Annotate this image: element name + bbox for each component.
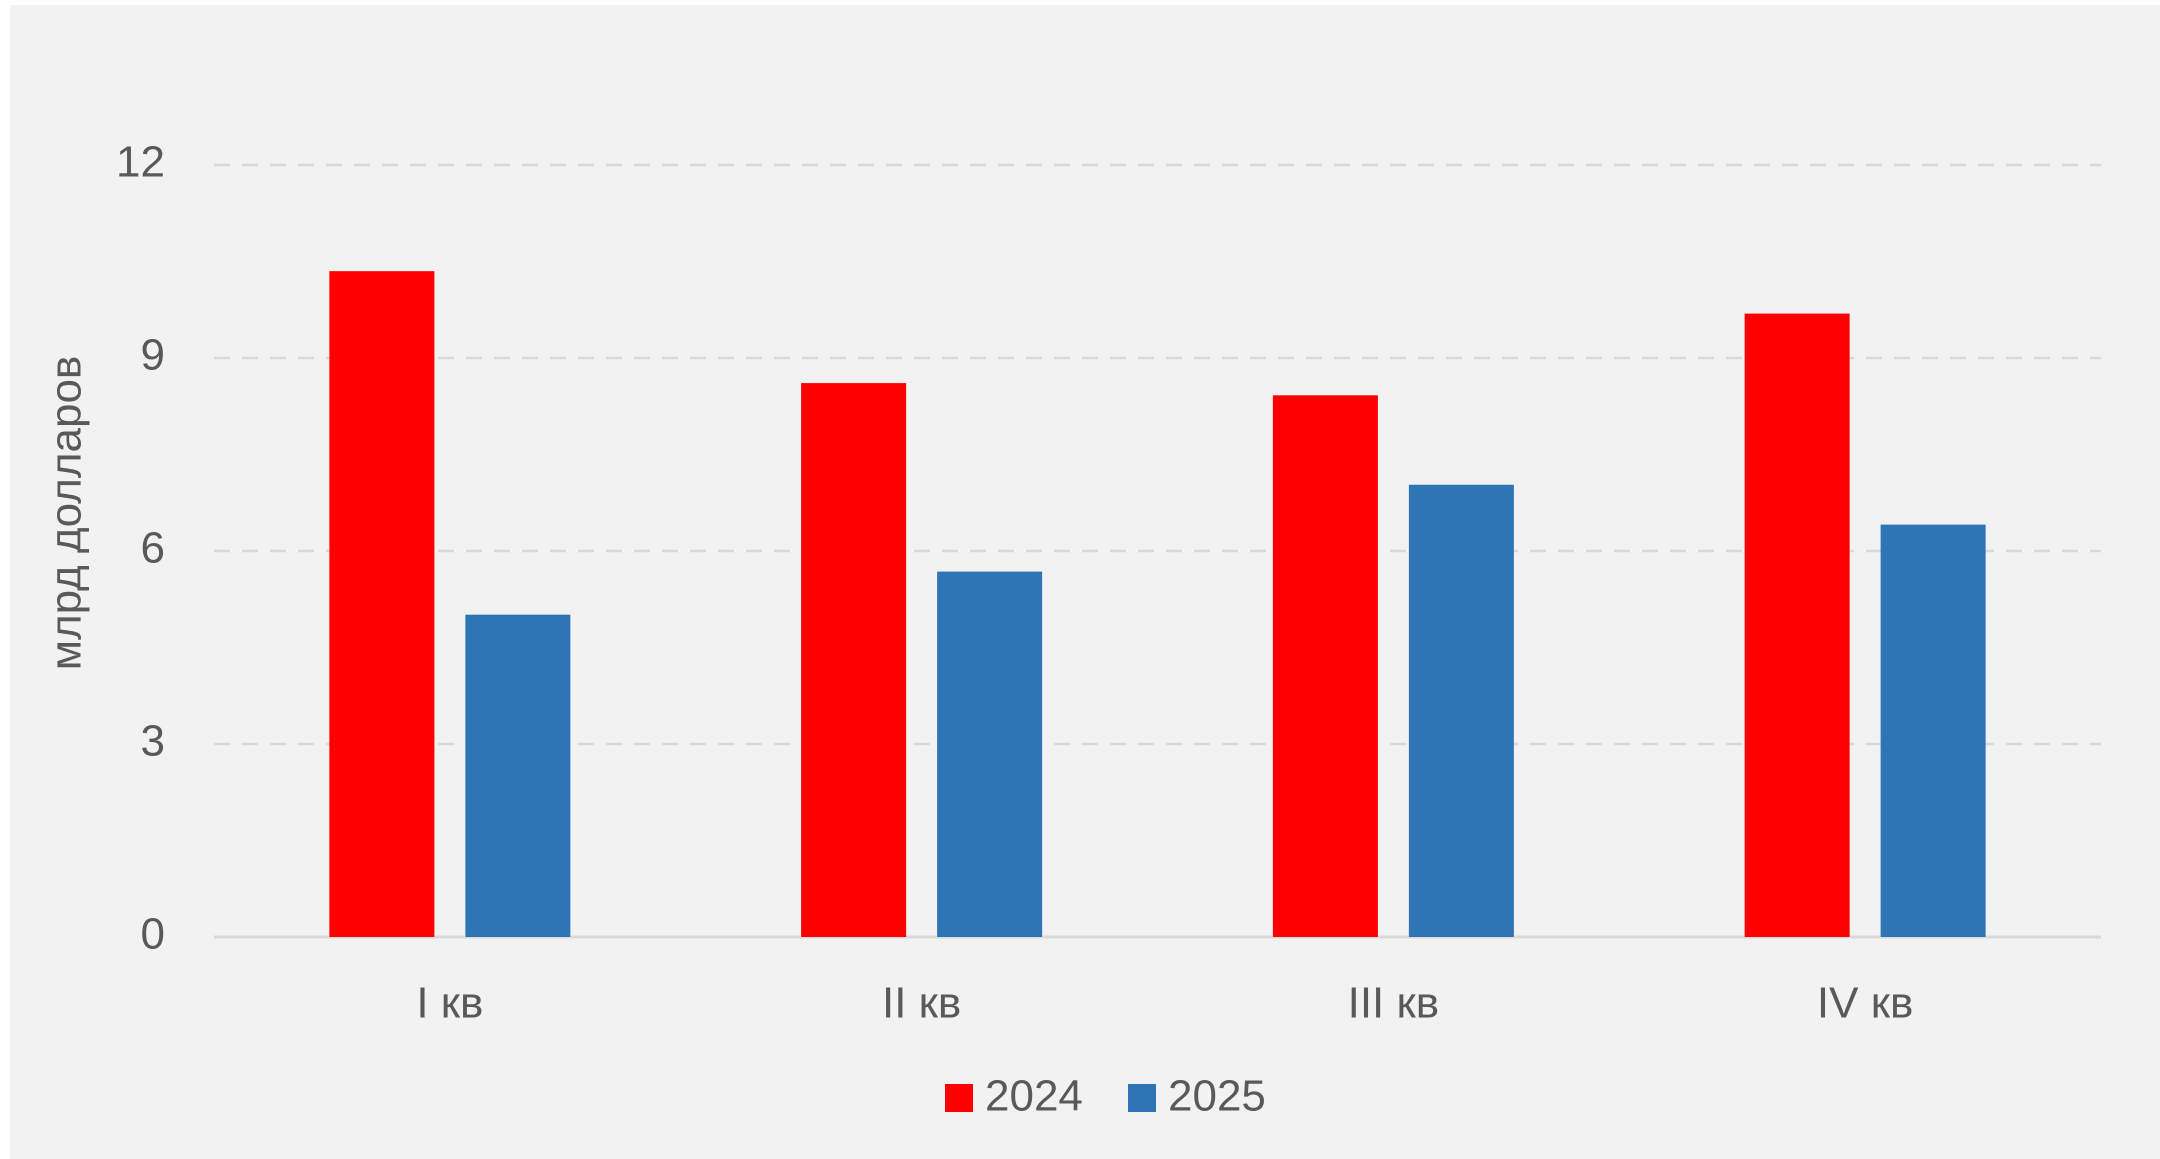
- y-tick-label: 9: [141, 331, 165, 380]
- x-tick-label: IV кв: [1817, 979, 1913, 1028]
- y-tick-label: 12: [116, 138, 165, 187]
- legend-swatch: [945, 1084, 973, 1112]
- bar: [465, 614, 571, 937]
- bar: [1880, 524, 1986, 937]
- legend-swatch: [1128, 1084, 1156, 1112]
- bar: [1744, 313, 1850, 937]
- y-axis-label: млрд долларов: [42, 356, 91, 671]
- y-tick-label: 0: [141, 910, 165, 959]
- bar: [329, 271, 435, 937]
- bar: [1272, 395, 1378, 937]
- legend-label: 2024: [985, 1072, 1083, 1121]
- bar: [937, 571, 1043, 937]
- bar: [801, 383, 907, 938]
- x-tick-label: I кв: [416, 979, 483, 1028]
- y-tick-label: 6: [141, 524, 165, 573]
- x-tick-label: III кв: [1348, 979, 1440, 1028]
- bar: [1408, 484, 1514, 937]
- y-tick-label: 3: [141, 717, 165, 766]
- legend-label: 2025: [1168, 1072, 1266, 1121]
- x-tick-label: II кв: [882, 979, 961, 1028]
